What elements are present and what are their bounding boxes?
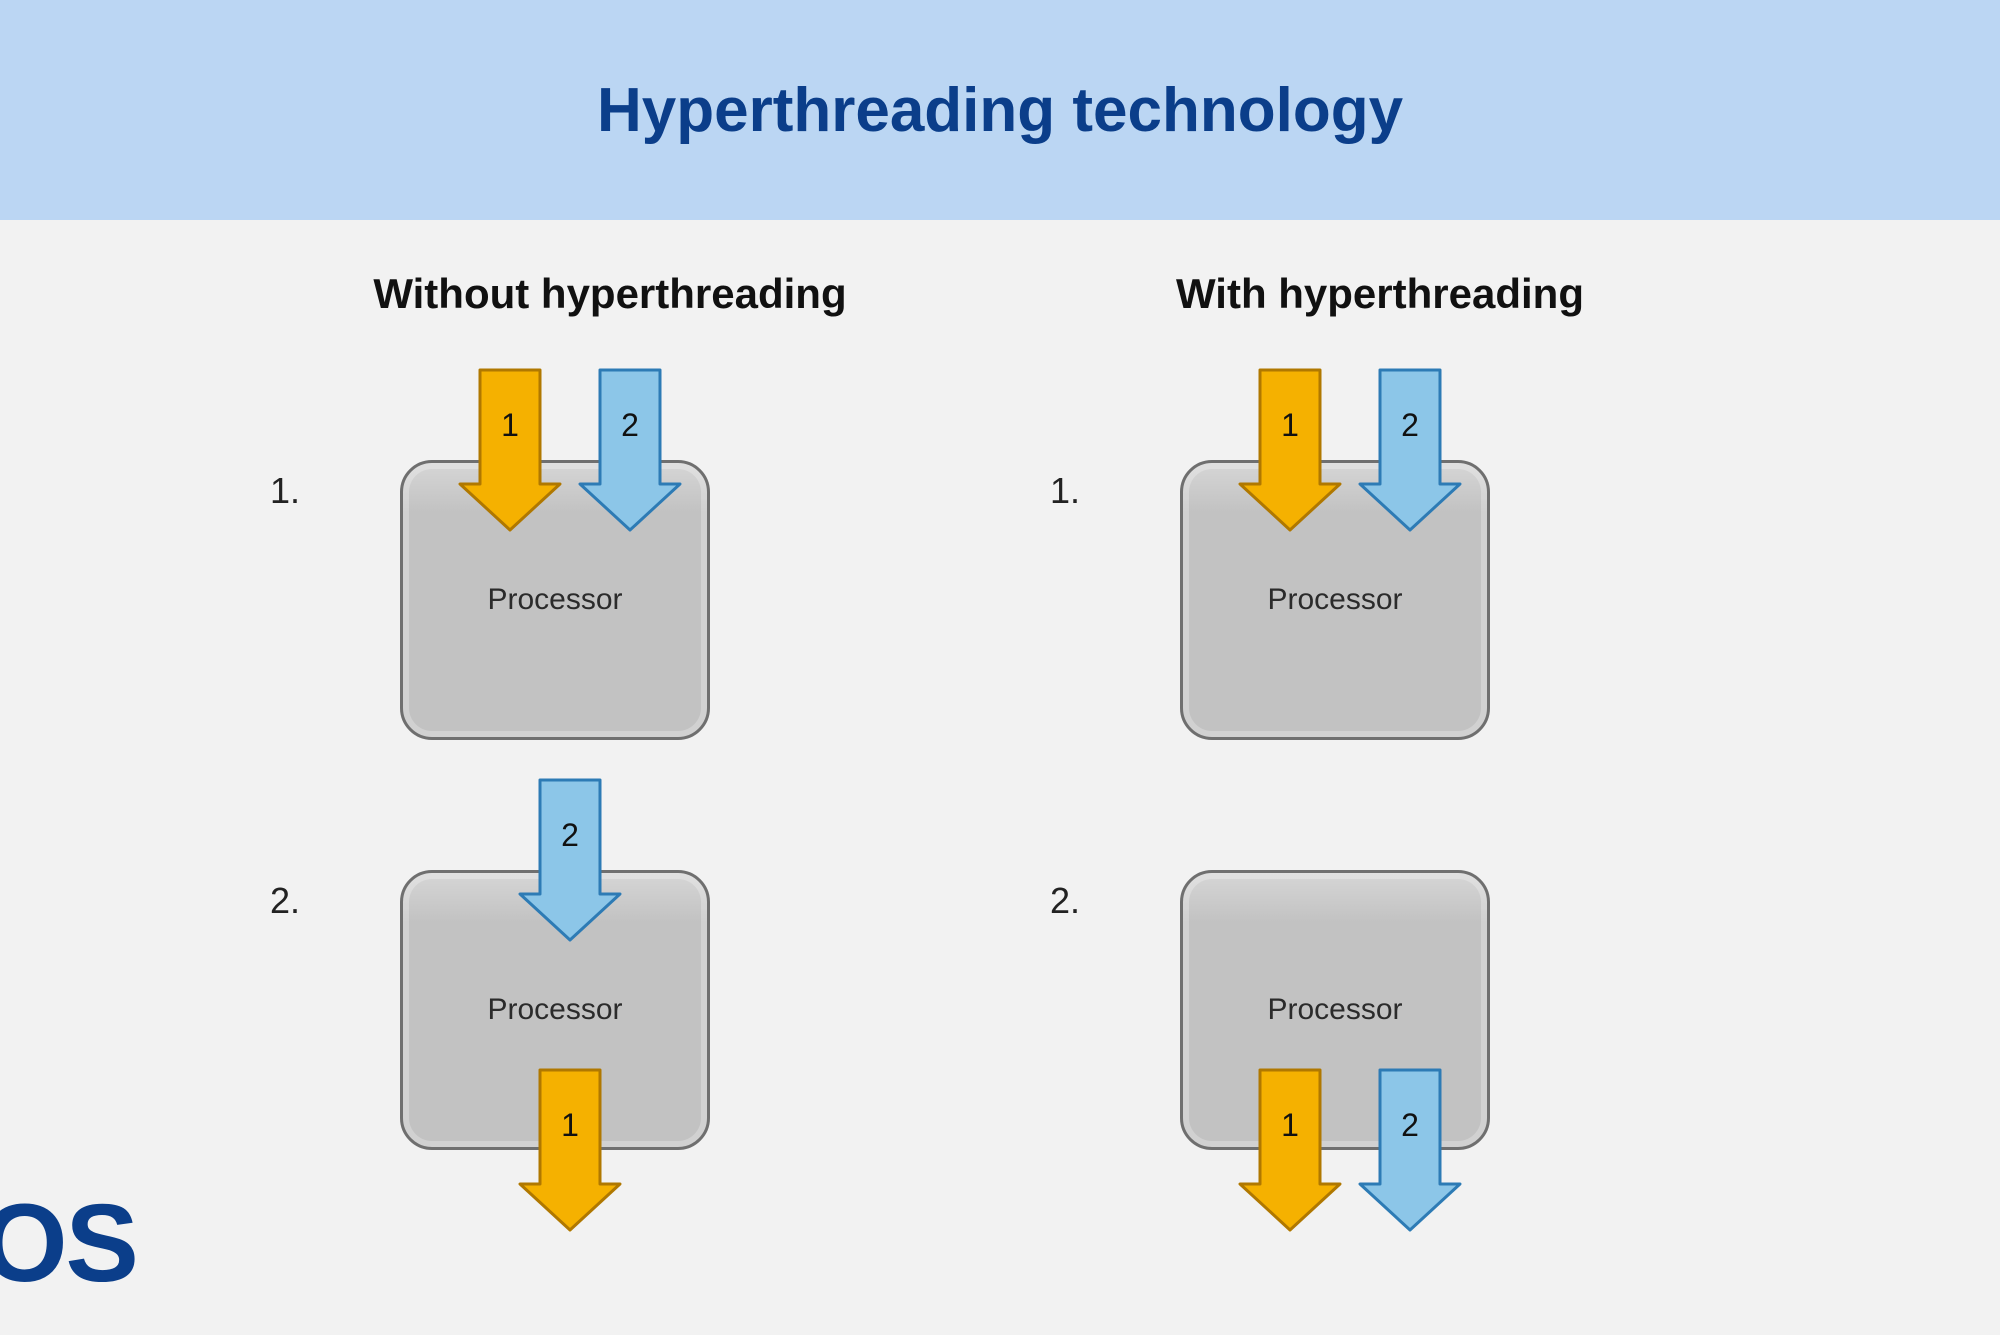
arrow-label: 2 bbox=[1360, 407, 1460, 444]
step-label-2-right: 2. bbox=[1050, 880, 1080, 922]
processor-label: Processor bbox=[487, 583, 622, 617]
arrow-label: 2 bbox=[1360, 1107, 1460, 1144]
arrow-rt_orange: 1 bbox=[1240, 370, 1340, 530]
column-title-without: Without hyperthreading bbox=[310, 270, 910, 318]
arrow-icon bbox=[1240, 1070, 1340, 1230]
arrow-label: 1 bbox=[1240, 407, 1340, 444]
arrow-label: 1 bbox=[460, 407, 560, 444]
arrow-lt_orange: 1 bbox=[460, 370, 560, 530]
processor-label: Processor bbox=[1267, 993, 1402, 1027]
arrow-rb_blue_out: 2 bbox=[1360, 1070, 1460, 1230]
logo-fragment: OS bbox=[0, 1180, 137, 1307]
arrow-lb_orange_out: 1 bbox=[520, 1070, 620, 1230]
arrow-icon bbox=[1360, 1070, 1460, 1230]
arrow-label: 1 bbox=[520, 1107, 620, 1144]
arrow-icon bbox=[520, 1070, 620, 1230]
step-label-2-left: 2. bbox=[270, 880, 300, 922]
step-label-1-right: 1. bbox=[1050, 470, 1080, 512]
arrow-label: 2 bbox=[520, 817, 620, 854]
processor-label: Processor bbox=[1267, 583, 1402, 617]
step-label-1-left: 1. bbox=[270, 470, 300, 512]
arrow-lt_blue: 2 bbox=[580, 370, 680, 530]
arrow-label: 2 bbox=[580, 407, 680, 444]
arrow-icon bbox=[520, 780, 620, 940]
arrow-rt_blue: 2 bbox=[1360, 370, 1460, 530]
header-title: Hyperthreading technology bbox=[597, 75, 1403, 146]
processor-label: Processor bbox=[487, 993, 622, 1027]
arrow-lb_blue_in: 2 bbox=[520, 780, 620, 940]
arrow-icon bbox=[580, 370, 680, 530]
arrow-icon bbox=[460, 370, 560, 530]
body-background bbox=[0, 220, 2000, 1335]
diagram-stage: Hyperthreading technology Without hypert… bbox=[0, 0, 2000, 1335]
arrow-rb_orange_out: 1 bbox=[1240, 1070, 1340, 1230]
column-title-with: With hyperthreading bbox=[1080, 270, 1680, 318]
arrow-icon bbox=[1360, 370, 1460, 530]
arrow-label: 1 bbox=[1240, 1107, 1340, 1144]
arrow-icon bbox=[1240, 370, 1340, 530]
header-banner: Hyperthreading technology bbox=[0, 0, 2000, 220]
